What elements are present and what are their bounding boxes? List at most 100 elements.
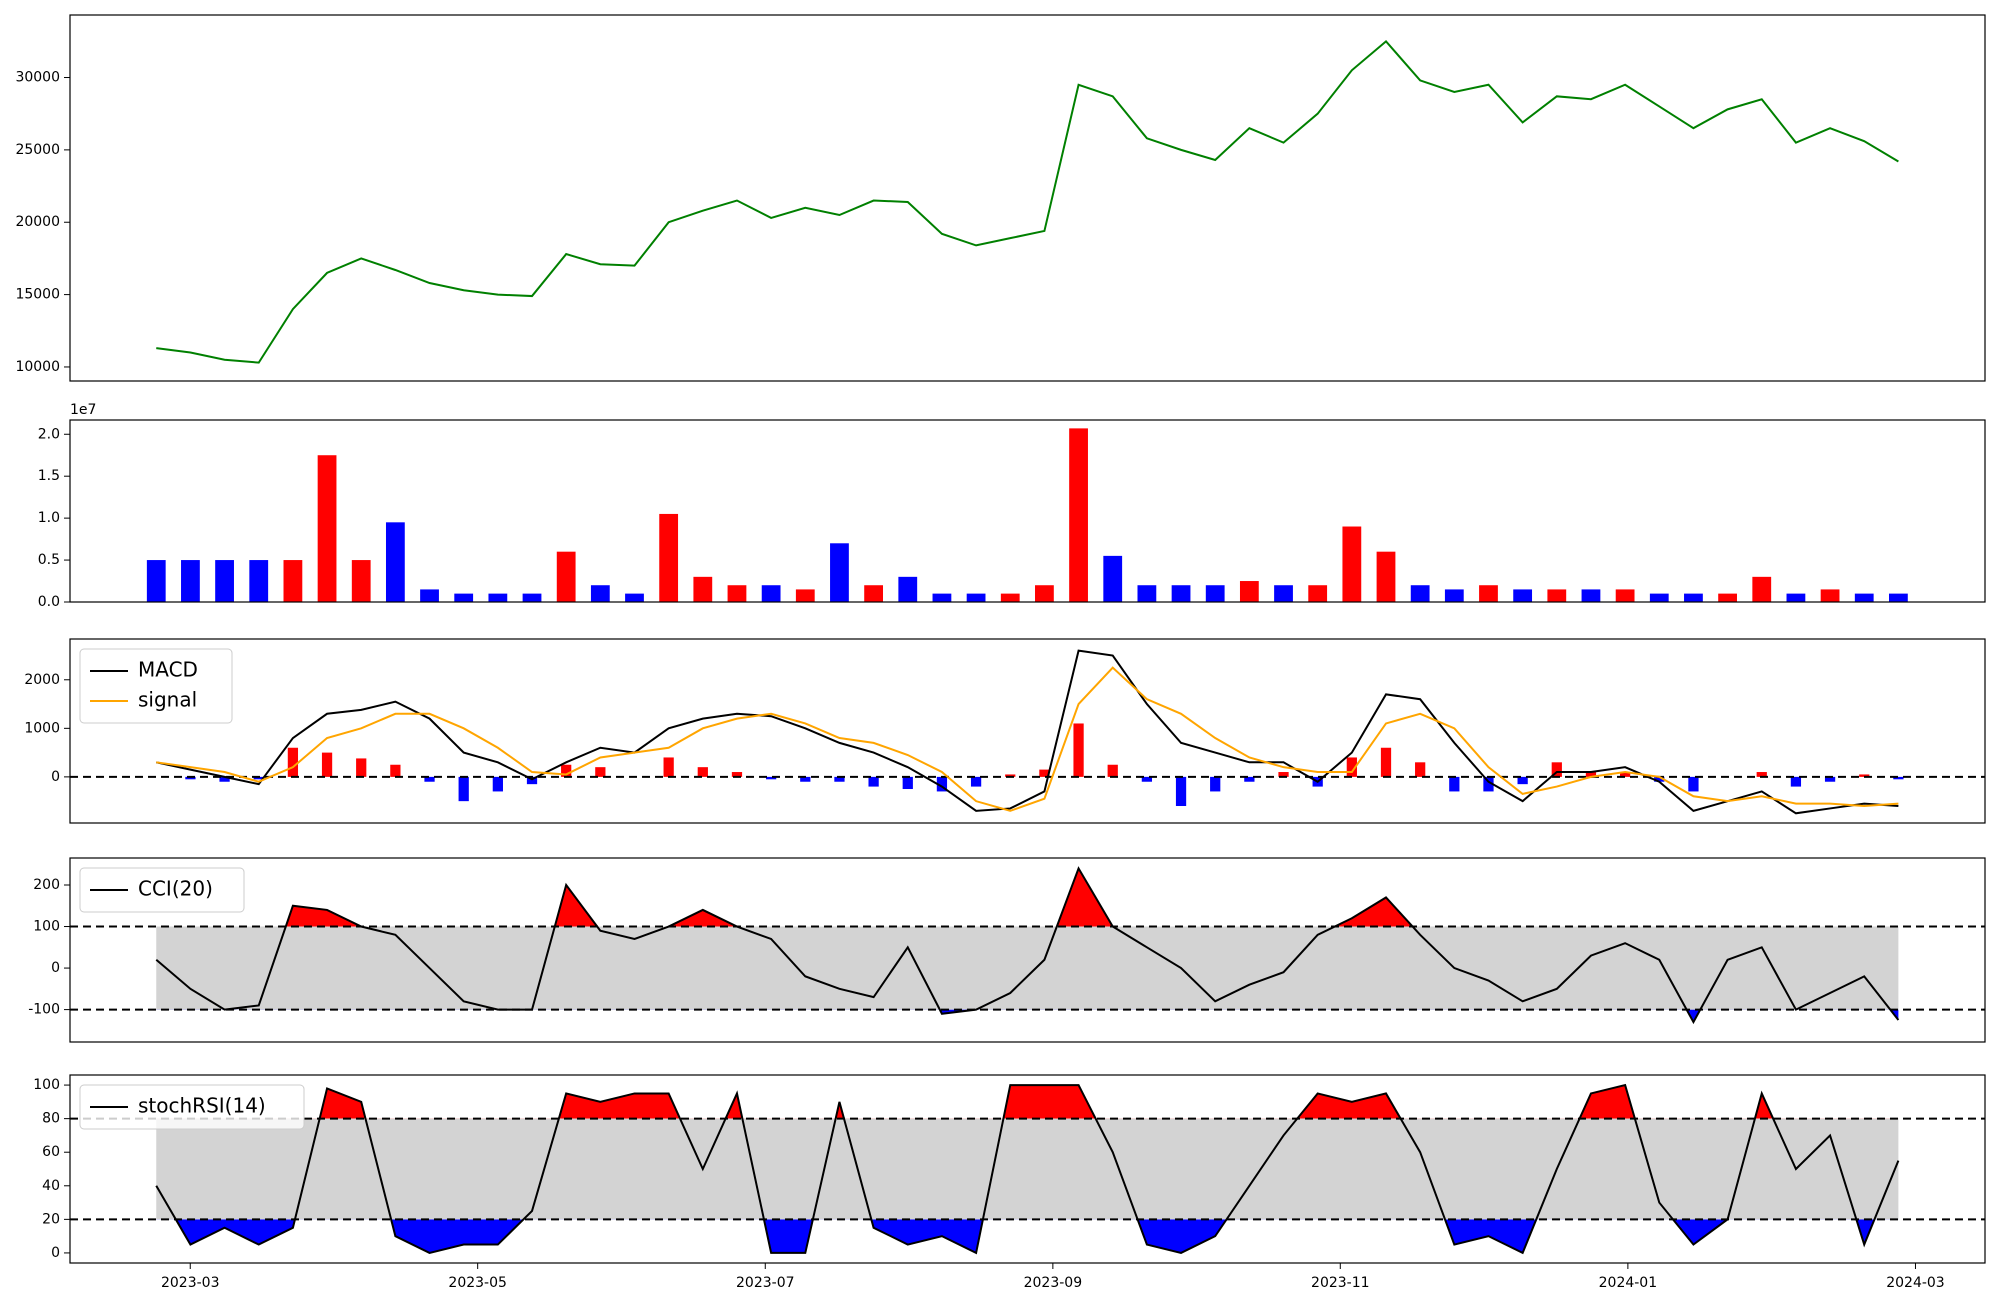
y-tick-label: 100 bbox=[33, 1077, 60, 1093]
y-tick-label: 1.0 bbox=[38, 510, 60, 526]
histogram-bar bbox=[458, 776, 469, 802]
y-tick-label: 0 bbox=[51, 960, 60, 976]
histogram-bar bbox=[1346, 757, 1357, 777]
legend-label: signal bbox=[138, 688, 197, 712]
volume-bar bbox=[1308, 585, 1328, 602]
volume-bar bbox=[1103, 555, 1123, 602]
panel-frame bbox=[69, 857, 1986, 1043]
histogram-bar bbox=[1756, 772, 1767, 777]
histogram-bar bbox=[1585, 772, 1597, 777]
histogram-bar bbox=[1005, 774, 1016, 777]
histogram-bar bbox=[800, 776, 811, 782]
legend-box bbox=[79, 648, 233, 724]
y-tick-label: 40 bbox=[42, 1178, 60, 1194]
histogram-bar bbox=[287, 747, 299, 777]
y-tick-label: 30000 bbox=[15, 70, 60, 86]
volume-bar bbox=[659, 513, 679, 602]
y-tick-label: 80 bbox=[42, 1111, 60, 1127]
volume-bar bbox=[556, 551, 576, 602]
y-tick-label: -100 bbox=[28, 1002, 60, 1018]
histogram-bar bbox=[185, 776, 196, 780]
offset-label: 1e7 bbox=[70, 402, 96, 418]
histogram-bar bbox=[936, 776, 948, 792]
volume-bar bbox=[1684, 593, 1703, 602]
volume-bar bbox=[317, 455, 337, 602]
volume-bar bbox=[1239, 581, 1259, 602]
volume-bar bbox=[1444, 589, 1464, 602]
y-tick-label: 1.5 bbox=[38, 468, 60, 484]
histogram-bar bbox=[663, 757, 674, 777]
zone-fill-below bbox=[156, 1219, 1899, 1253]
histogram-bar bbox=[766, 776, 777, 780]
histogram-bar bbox=[1175, 776, 1187, 807]
x-tick-label: 2023-11 bbox=[1311, 1275, 1370, 1291]
histogram-bar bbox=[424, 776, 435, 782]
volume-bar bbox=[693, 576, 713, 602]
y-tick-label: 20000 bbox=[15, 214, 60, 230]
histogram-bar bbox=[1107, 764, 1118, 777]
volume-bar bbox=[1513, 589, 1533, 602]
volume-bar bbox=[1410, 585, 1430, 602]
legend-box bbox=[79, 1084, 305, 1130]
volume-bar bbox=[864, 585, 884, 602]
volume-bar bbox=[966, 593, 986, 602]
volume-bar bbox=[1888, 593, 1908, 602]
histogram-bar bbox=[1893, 776, 1904, 780]
volume-bar bbox=[761, 585, 781, 602]
legend-label: MACD bbox=[138, 658, 198, 682]
histogram-bar bbox=[1210, 776, 1221, 792]
volume-bar bbox=[454, 593, 474, 602]
x-tick-label: 2024-03 bbox=[1886, 1275, 1945, 1291]
volume-bar bbox=[1752, 576, 1772, 602]
histogram-bar bbox=[1654, 776, 1665, 782]
histogram-bar bbox=[834, 776, 845, 782]
price-line bbox=[156, 39, 1899, 364]
y-tick-label: 15000 bbox=[15, 287, 60, 303]
volume-bar bbox=[1718, 593, 1737, 602]
histogram-bar bbox=[561, 764, 572, 777]
panel-frame bbox=[69, 638, 1986, 824]
volume-bar bbox=[522, 593, 542, 602]
volume-bar bbox=[1171, 585, 1191, 602]
histogram-bar bbox=[902, 776, 913, 790]
volume-bar bbox=[1615, 589, 1635, 602]
neutral-band bbox=[156, 1118, 1899, 1220]
legend-box bbox=[79, 867, 245, 913]
histogram-bar bbox=[390, 764, 401, 777]
histogram-bar bbox=[1517, 776, 1528, 785]
volume-bar bbox=[1035, 585, 1054, 602]
indicator-line bbox=[155, 866, 1900, 1025]
panel-frame bbox=[69, 1074, 1986, 1264]
y-tick-label: 2000 bbox=[24, 672, 60, 688]
histogram-bar bbox=[1380, 747, 1392, 777]
histogram-bar bbox=[970, 776, 982, 787]
y-tick-label: 20 bbox=[42, 1211, 60, 1227]
volume-bar bbox=[1479, 585, 1498, 602]
histogram-bar bbox=[1039, 769, 1050, 777]
y-tick-label: 0.0 bbox=[38, 594, 60, 610]
volume-bar bbox=[1581, 589, 1601, 602]
zone-fill-above bbox=[156, 1085, 1899, 1119]
volume-bar bbox=[590, 585, 610, 602]
volume-bar bbox=[146, 560, 166, 602]
x-tick-label: 2023-05 bbox=[448, 1275, 507, 1291]
y-tick-label: 0 bbox=[51, 769, 60, 785]
volume-bar bbox=[351, 560, 371, 602]
volume-bar bbox=[898, 576, 918, 602]
histogram-bar bbox=[1551, 762, 1562, 777]
histogram-bar bbox=[1824, 776, 1836, 782]
histogram-bar bbox=[1073, 723, 1084, 777]
histogram-bar bbox=[1415, 762, 1426, 777]
volume-bar bbox=[1274, 585, 1293, 602]
indicator-line bbox=[155, 1083, 1900, 1255]
volume-bar bbox=[1854, 593, 1874, 602]
x-tick-label: 2023-07 bbox=[736, 1275, 795, 1291]
volume-bar bbox=[283, 560, 303, 602]
volume-bar bbox=[795, 589, 815, 602]
volume-bar bbox=[1342, 526, 1362, 602]
y-tick-label: 60 bbox=[42, 1144, 60, 1160]
histogram-bar bbox=[1619, 772, 1631, 777]
zone-fill-above bbox=[156, 868, 1899, 927]
histogram-bar bbox=[321, 752, 333, 777]
